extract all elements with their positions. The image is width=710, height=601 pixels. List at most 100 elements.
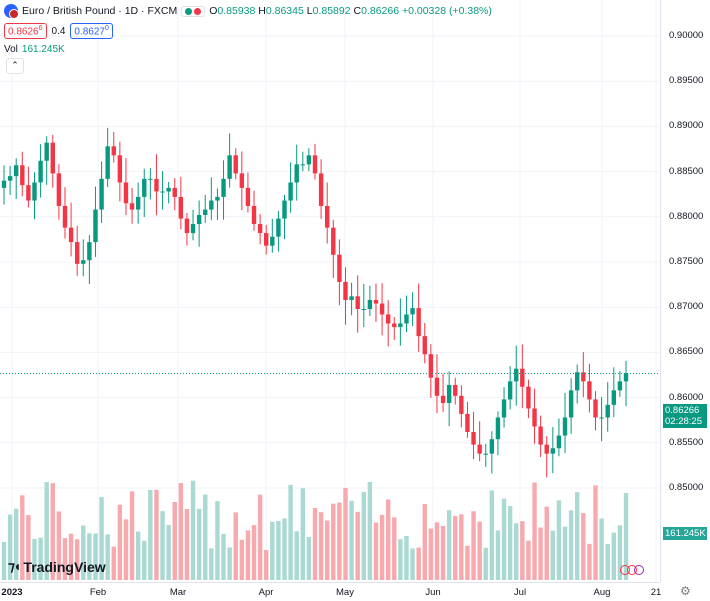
candle-body xyxy=(81,260,86,264)
candle-body xyxy=(209,200,214,210)
volume-bar xyxy=(300,488,306,580)
volume-bar xyxy=(379,514,385,580)
candle-body xyxy=(160,191,165,193)
volume-bar xyxy=(117,504,123,580)
volume-legend: Vol 161.245K xyxy=(4,44,65,55)
price-tick: 0.88000 xyxy=(669,210,704,222)
candle-body xyxy=(605,404,610,418)
candle-body xyxy=(587,381,592,400)
volume-bar xyxy=(324,520,330,580)
chevron-up-icon[interactable]: ⌃ xyxy=(6,58,24,74)
candle-body xyxy=(245,187,251,206)
trade-row: 0.86266 0.4 0.86270 xyxy=(4,23,113,40)
candle-body xyxy=(166,187,171,192)
volume-bar xyxy=(111,546,116,580)
volume-bar xyxy=(178,483,184,580)
candle-body xyxy=(38,160,43,183)
time-tick: Aug xyxy=(593,587,611,598)
volume-bar xyxy=(221,533,226,580)
volume-bar xyxy=(172,501,177,580)
time-tick: Mar xyxy=(169,587,187,598)
volume-bar xyxy=(556,500,562,580)
time-tick: 2023 xyxy=(1,587,23,598)
volume-bar xyxy=(264,549,269,580)
volume-bar xyxy=(416,547,421,580)
volume-bar xyxy=(209,548,214,580)
volume-bar xyxy=(56,511,62,580)
volume-bar xyxy=(288,484,293,580)
volume-bar xyxy=(361,491,366,580)
price-axis[interactable]: 0.90000 0.89500 0.89000 0.88500 0.88000 0.875… xyxy=(660,0,710,582)
volume-bar xyxy=(62,538,68,580)
price-tick: 0.85000 xyxy=(669,482,704,493)
price-tick: 0.89500 xyxy=(669,75,704,87)
events-icon[interactable] xyxy=(620,565,644,578)
volume-bar xyxy=(318,512,324,580)
volume-bar xyxy=(465,545,470,580)
tradingview-logo[interactable]: ⁊◖ TradingView xyxy=(8,558,106,575)
candle-body xyxy=(331,227,336,255)
candle-body xyxy=(599,417,604,419)
candle-body xyxy=(550,448,556,454)
volume-bar xyxy=(7,514,13,580)
candle-body xyxy=(593,399,598,418)
volume-bar xyxy=(562,526,568,580)
price-tick: 0.89000 xyxy=(669,120,704,132)
candle-body xyxy=(337,254,342,282)
market-status-icon[interactable] xyxy=(181,5,206,17)
candle-body xyxy=(361,309,366,311)
volume-bar xyxy=(507,506,513,580)
candle-body xyxy=(611,390,617,405)
candle-body xyxy=(74,242,80,264)
eur-gbp-flag-icon xyxy=(4,4,19,19)
time-axis[interactable]: 2023 Feb Mar Apr May Jun Jul Aug 21 xyxy=(0,582,661,601)
candle-body xyxy=(148,178,153,180)
symbol-title[interactable]: Euro / British Pound · 1D · FXCM xyxy=(22,5,178,17)
candle-body xyxy=(111,146,116,156)
candle-body xyxy=(1,180,7,188)
candle-body xyxy=(44,142,49,161)
time-tick: Jul xyxy=(513,587,527,598)
volume-bar xyxy=(105,534,110,580)
price-tick: 0.87000 xyxy=(669,301,704,313)
candle-body xyxy=(520,368,525,387)
volume-bar xyxy=(160,511,165,580)
volume-bar xyxy=(270,521,275,580)
volume-bar xyxy=(471,511,476,580)
volume-bar xyxy=(343,487,348,580)
candlesticks xyxy=(1,127,629,478)
volume-bar xyxy=(154,489,159,580)
chart-legend: Euro / British Pound · 1D · FXCM O0.8593… xyxy=(4,4,492,19)
buy-button[interactable]: 0.86270 xyxy=(70,23,113,40)
gear-icon[interactable]: ⚙ xyxy=(680,584,691,598)
candle-body xyxy=(355,296,360,310)
candle-body xyxy=(398,323,403,328)
volume-bar xyxy=(74,539,80,580)
volume-bar xyxy=(142,540,147,580)
candle-body xyxy=(276,218,281,237)
volume-bar xyxy=(623,492,629,580)
volume-bar xyxy=(337,502,342,580)
candle-body xyxy=(99,178,104,210)
candle-body xyxy=(416,308,421,337)
candle-body xyxy=(184,218,190,234)
candle-body xyxy=(623,373,629,382)
chart-grid xyxy=(0,0,660,582)
candle-body xyxy=(288,182,293,201)
candle-body xyxy=(294,164,299,183)
price-chart[interactable] xyxy=(0,0,660,582)
candle-body xyxy=(410,308,415,315)
candle-body xyxy=(440,395,446,404)
sell-button[interactable]: 0.86266 xyxy=(4,23,47,40)
volume-bar xyxy=(81,525,86,580)
candle-body xyxy=(32,182,37,201)
volume-bar xyxy=(526,540,531,580)
candle-body xyxy=(507,381,513,400)
candle-body xyxy=(483,453,488,455)
candle-body xyxy=(135,196,141,210)
volume-bar xyxy=(215,501,220,580)
volume-bar xyxy=(440,525,446,580)
candle-body xyxy=(87,242,92,261)
candle-body xyxy=(404,314,409,324)
price-tick: 0.90000 xyxy=(669,30,704,41)
